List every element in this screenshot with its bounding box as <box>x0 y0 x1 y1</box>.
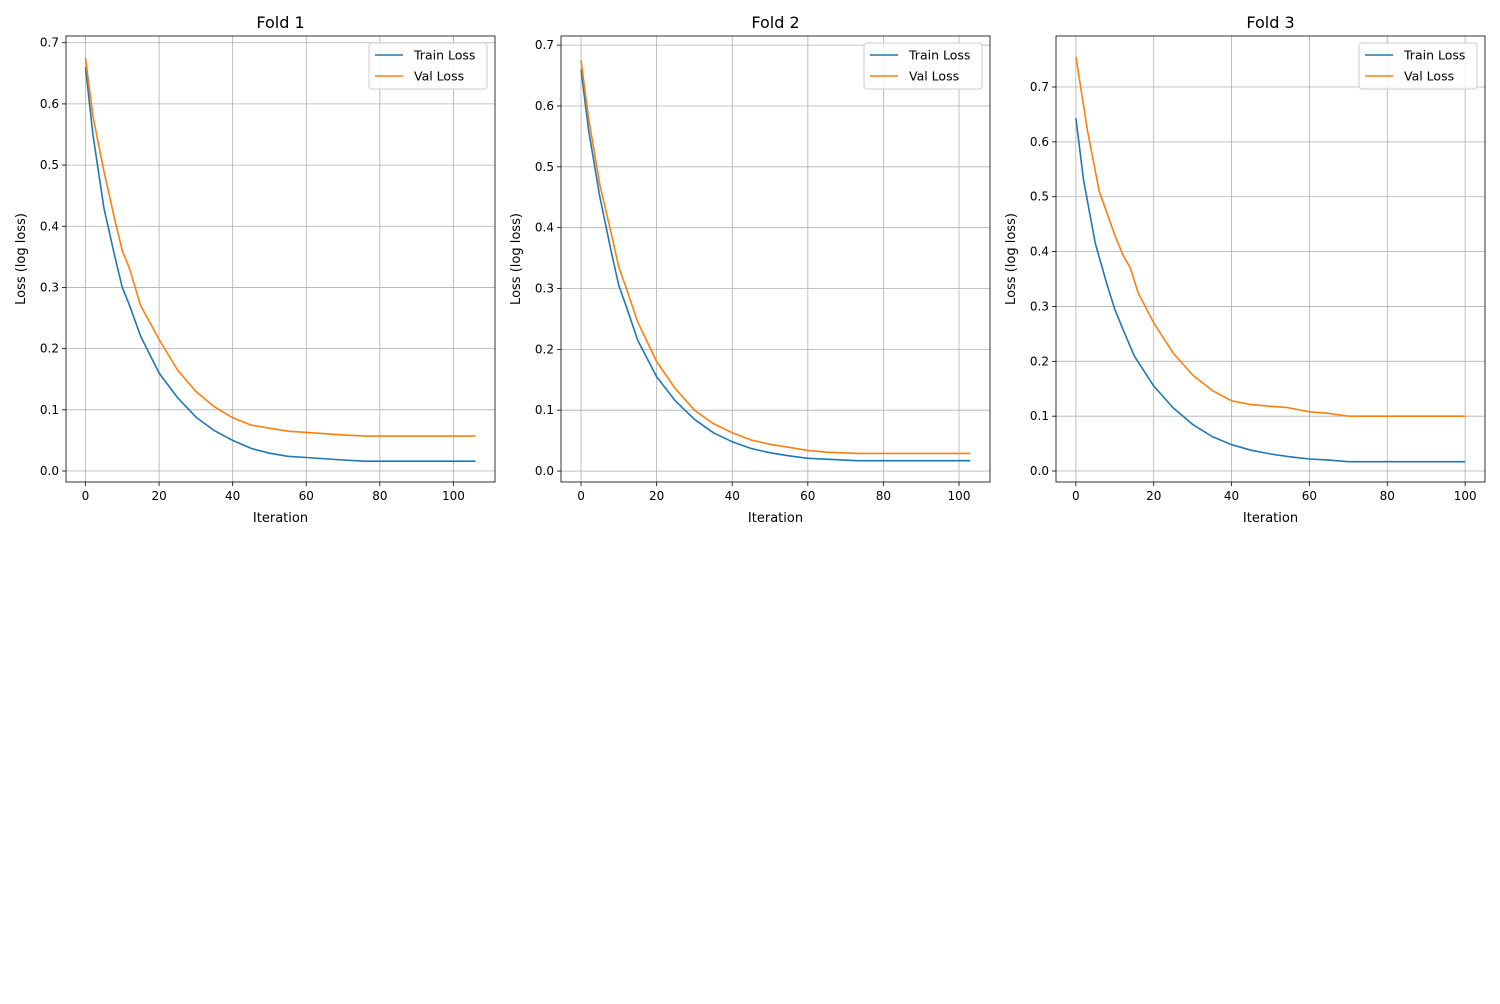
series-line-train-loss <box>84 67 476 462</box>
y-tick-label: 0.7 <box>1030 80 1049 94</box>
series-line-val-loss <box>580 60 971 455</box>
x-tick-label: 60 <box>800 489 815 503</box>
y-tick-label: 0.1 <box>535 403 554 417</box>
x-tick-label: 80 <box>876 489 891 503</box>
x-tick-label: 20 <box>151 489 166 503</box>
y-tick-label: 0.3 <box>40 280 59 294</box>
x-tick-label: 40 <box>1224 489 1239 503</box>
y-tick-label: 0.0 <box>535 464 554 478</box>
subplot-fold-1: 0 20 40 60 80 100 0.0 0.1 0.2 0.3 0.4 0.5 0.6 0.7 Fold… <box>14 13 496 526</box>
legend-label: Train Loss <box>908 48 970 63</box>
y-tick-label: 0.4 <box>40 219 59 233</box>
y-axis-label: Loss (log loss) <box>509 213 524 305</box>
series-line-val-loss <box>1075 56 1466 417</box>
legend-label: Train Loss <box>413 48 475 63</box>
chart-title: Fold 1 <box>256 13 304 32</box>
x-axis-label: Iteration <box>748 511 803 526</box>
y-tick-label: 0.0 <box>40 464 59 478</box>
y-tick-label: 0.7 <box>40 36 59 50</box>
y-tick-label: 0.0 <box>1030 464 1049 478</box>
y-tick-label: 0.3 <box>1030 299 1049 313</box>
legend-label: Train Loss <box>1403 48 1465 63</box>
series-line-train-loss <box>1075 118 1466 463</box>
axes-frame <box>1055 35 1486 483</box>
x-axis-label: Iteration <box>253 511 308 526</box>
y-tick-label: 0.3 <box>535 282 554 296</box>
subplot-fold-2: 0 20 40 60 80 100 0.0 0.1 0.2 0.3 0.4 0.5 0.6 0.7 Fold… <box>509 13 991 526</box>
x-tick-label: 80 <box>372 489 387 503</box>
y-tick-label: 0.1 <box>40 403 59 417</box>
y-tick-label: 0.4 <box>1030 245 1049 259</box>
chart-title: Fold 3 <box>1246 13 1294 32</box>
x-tick-label: 100 <box>948 489 971 503</box>
y-tick-label: 0.6 <box>40 97 59 111</box>
x-tick-label: 20 <box>649 489 664 503</box>
y-axis-label: Loss (log loss) <box>1004 213 1019 305</box>
y-tick-label: 0.2 <box>1030 354 1049 368</box>
y-tick-label: 0.6 <box>535 99 554 113</box>
y-tick-label: 0.2 <box>535 342 554 356</box>
y-tick-label: 0.6 <box>1030 135 1049 149</box>
y-tick-label: 0.2 <box>40 342 59 356</box>
x-tick-label: 60 <box>299 489 314 503</box>
x-tick-label: 40 <box>725 489 740 503</box>
x-tick-label: 40 <box>225 489 240 503</box>
y-tick-label: 0.1 <box>1030 409 1049 423</box>
x-tick-label: 100 <box>1454 489 1477 503</box>
axes-frame <box>65 35 496 483</box>
legend-label: Val Loss <box>909 69 959 84</box>
x-tick-label: 0 <box>577 489 585 503</box>
legend: Train Loss Val Loss <box>1358 42 1478 90</box>
legend-label: Val Loss <box>1404 69 1454 84</box>
x-tick-label: 0 <box>1072 489 1080 503</box>
subplot-fold-3: 0 20 40 60 80 100 0.0 0.1 0.2 0.3 0.4 0.5 0.6 0.7 Fold… <box>1004 13 1486 526</box>
x-tick-label: 60 <box>1302 489 1317 503</box>
x-tick-label: 0 <box>82 489 90 503</box>
y-tick-label: 0.5 <box>535 160 554 174</box>
legend: Train Loss Val Loss <box>863 42 983 90</box>
y-tick-label: 0.5 <box>1030 190 1049 204</box>
y-axis-label: Loss (log loss) <box>14 213 29 305</box>
chart-title: Fold 2 <box>751 13 799 32</box>
legend-label: Val Loss <box>414 69 464 84</box>
series-line-val-loss <box>84 57 476 437</box>
y-tick-label: 0.5 <box>40 158 59 172</box>
y-tick-label: 0.4 <box>535 221 554 235</box>
series-line-train-loss <box>580 69 971 462</box>
x-tick-label: 100 <box>442 489 465 503</box>
x-axis-label: Iteration <box>1243 511 1298 526</box>
axes-frame <box>560 35 991 483</box>
y-tick-label: 0.7 <box>535 38 554 52</box>
x-tick-label: 80 <box>1380 489 1395 503</box>
legend: Train Loss Val Loss <box>368 42 488 90</box>
x-tick-label: 20 <box>1146 489 1161 503</box>
